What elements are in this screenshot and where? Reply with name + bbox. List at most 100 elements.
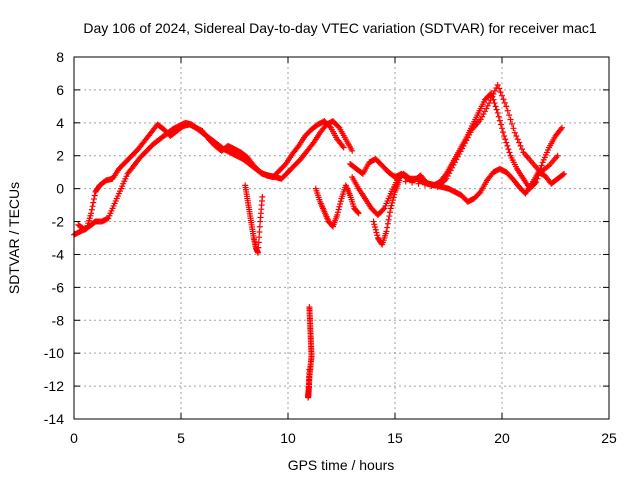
series-track-b: [75, 118, 356, 233]
data-point: [489, 94, 496, 101]
data-point: [334, 211, 341, 218]
data-point: [259, 193, 266, 200]
data-point: [387, 205, 394, 212]
data-point: [88, 210, 95, 217]
data-point: [335, 123, 342, 130]
data-point: [255, 239, 262, 246]
data-point: [491, 88, 498, 95]
y-tick-label: -8: [52, 312, 65, 328]
data-point: [374, 232, 381, 239]
data-point: [349, 147, 356, 154]
series-track-c: [347, 90, 565, 192]
data-point: [335, 206, 342, 213]
series-dip-12h: [312, 182, 362, 230]
data-point: [505, 146, 512, 153]
y-tick-label: 8: [56, 49, 64, 65]
data-point: [386, 213, 393, 220]
x-tick-label: 20: [494, 430, 510, 446]
data-point: [480, 111, 487, 118]
data-point: [538, 162, 545, 169]
x-tick-label: 25: [601, 430, 617, 446]
data-point: [385, 216, 392, 223]
data-point: [502, 136, 509, 143]
data-point: [491, 100, 498, 107]
data-point: [497, 89, 504, 96]
y-tick-label: 6: [56, 82, 64, 98]
y-tick-label: -6: [52, 279, 65, 295]
data-point: [256, 228, 263, 235]
data-point: [554, 152, 561, 159]
data-point: [389, 199, 396, 206]
data-point: [334, 209, 341, 216]
x-tick-label: 15: [387, 430, 403, 446]
data-point: [415, 180, 422, 187]
y-tick-label: 2: [56, 148, 64, 164]
y-tick-label: -4: [52, 246, 65, 262]
data-points: [71, 81, 568, 401]
data-point: [517, 142, 524, 149]
data-point: [514, 136, 521, 143]
data-point: [402, 178, 409, 185]
data-point: [294, 144, 301, 151]
data-point: [256, 234, 263, 241]
data-point: [309, 140, 316, 147]
data-point: [391, 191, 398, 198]
data-point: [384, 220, 391, 227]
data-point: [508, 120, 515, 127]
x-tick-label: 0: [70, 430, 78, 446]
data-point: [421, 181, 428, 188]
data-point: [506, 149, 513, 156]
data-point: [372, 226, 379, 233]
data-point: [559, 171, 566, 178]
data-point: [504, 142, 511, 149]
data-point: [383, 228, 390, 235]
series-dip-11h: [305, 304, 315, 401]
data-point: [492, 103, 499, 110]
data-point: [370, 218, 377, 225]
data-point: [500, 129, 507, 136]
data-point: [500, 96, 507, 103]
y-tick-label: -14: [44, 411, 64, 427]
series-track-e: [370, 81, 561, 248]
data-point: [91, 192, 98, 199]
data-point: [499, 125, 505, 132]
data-point: [336, 203, 343, 210]
data-point: [496, 85, 503, 92]
y-axis-label: SDTVAR / TECUs: [6, 182, 22, 294]
data-point: [506, 112, 513, 119]
data-point: [558, 124, 565, 131]
data-point: [486, 100, 493, 107]
data-point: [90, 196, 97, 203]
data-point: [409, 179, 416, 186]
y-tick-label: -2: [52, 214, 65, 230]
data-point: [511, 129, 518, 136]
x-axis-label: GPS time / hours: [288, 457, 395, 473]
data-point: [428, 182, 435, 189]
data-point: [340, 144, 347, 151]
data-point: [494, 81, 501, 88]
x-tick-label: 10: [280, 430, 296, 446]
data-point: [557, 126, 564, 133]
data-point: [501, 132, 508, 139]
data-point: [337, 200, 344, 207]
chart-title: Day 106 of 2024, Sidereal Day-to-day VTE…: [83, 20, 596, 36]
data-point: [337, 198, 344, 205]
data-point: [90, 199, 97, 206]
axis-ticks: [73, 56, 610, 420]
data-point: [501, 99, 508, 106]
data-point: [380, 206, 387, 213]
data-point: [396, 177, 403, 184]
data-point: [390, 194, 397, 201]
y-tick-label: -10: [44, 345, 64, 361]
data-point: [255, 249, 262, 256]
data-point: [490, 91, 497, 98]
data-point: [255, 244, 262, 251]
x-tick-label: 5: [177, 430, 185, 446]
data-point: [513, 132, 520, 139]
data-point: [507, 116, 514, 123]
y-tick-label: 4: [56, 115, 64, 131]
data-point: [494, 109, 501, 116]
data-point: [88, 206, 95, 213]
y-tick-label: 0: [56, 181, 64, 197]
